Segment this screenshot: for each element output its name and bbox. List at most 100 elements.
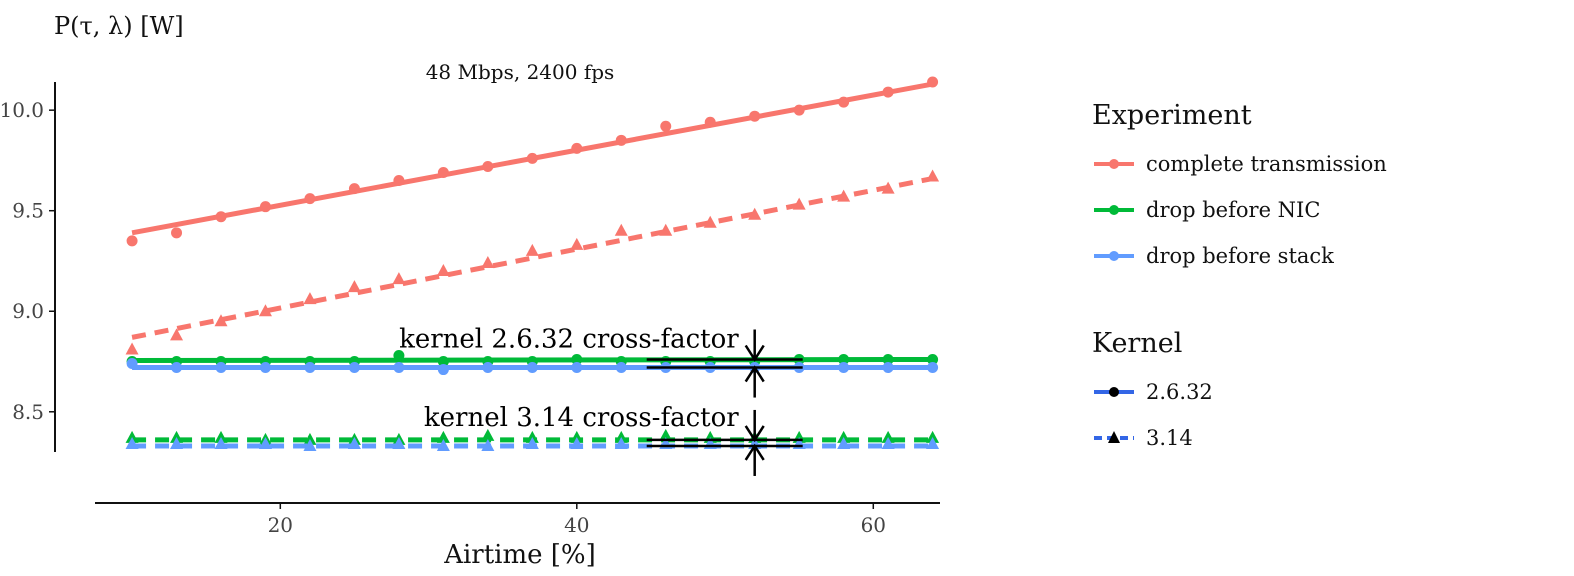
annotation-1-label: kernel 3.14 cross-factor xyxy=(424,403,739,433)
point-drop-before-stack-k2632-11 xyxy=(615,362,627,374)
point-drop-before-stack-k314-2 xyxy=(214,436,228,449)
point-drop-before-stack-k2632-10 xyxy=(571,362,583,374)
x-tick-label-1: 40 xyxy=(564,513,589,537)
kernel-legend-title: Kernel xyxy=(1092,328,1183,359)
legend-item-drop-before-stack: drop before stack xyxy=(1092,233,1387,279)
point-drop-before-stack-k2632-1 xyxy=(171,362,183,374)
point-complete-transmission-k314-3 xyxy=(258,304,272,317)
point-drop-before-nic-k314-1 xyxy=(170,430,184,443)
legend-label-kernel-314: 3.14 xyxy=(1146,426,1193,450)
point-drop-before-nic-k314-4 xyxy=(303,432,317,445)
point-complete-transmission-k2632-5 xyxy=(348,183,360,195)
y-tick-label-0: 8.5 xyxy=(12,400,44,424)
legend-key-kernel-314 xyxy=(1094,431,1134,443)
point-drop-before-stack-k314-7 xyxy=(436,438,450,451)
point-drop-before-stack-k314-0 xyxy=(125,436,139,449)
point-complete-transmission-k2632-8 xyxy=(482,160,494,172)
legend-label-drop-before-nic: drop before NIC xyxy=(1146,198,1321,222)
point-drop-before-stack-k314-1 xyxy=(170,436,184,449)
point-drop-before-nic-k314-10 xyxy=(570,430,584,443)
annotation-1-arrowhead-down xyxy=(744,425,765,443)
point-drop-before-nic-k314-16 xyxy=(837,430,851,443)
legend-item-drop-before-nic: drop before NIC xyxy=(1092,187,1387,233)
point-drop-before-stack-k314-17 xyxy=(881,436,895,449)
point-complete-transmission-k2632-10 xyxy=(571,142,583,154)
y-tick-label-1: 9.0 xyxy=(12,299,44,323)
point-drop-before-stack-k314-10 xyxy=(570,436,584,449)
point-drop-before-stack-k2632-7 xyxy=(437,364,449,376)
point-drop-before-stack-k314-11 xyxy=(614,436,628,449)
experiment-legend: Experiment complete transmission drop be… xyxy=(1092,100,1387,279)
point-complete-transmission-k314-16 xyxy=(837,189,851,202)
point-drop-before-stack-k2632-8 xyxy=(482,362,494,374)
point-drop-before-stack-k2632-3 xyxy=(259,362,271,374)
point-drop-before-stack-k2632-4 xyxy=(304,362,316,374)
point-complete-transmission-k314-9 xyxy=(525,243,539,256)
point-complete-transmission-k2632-13 xyxy=(704,116,716,128)
point-drop-before-stack-k314-5 xyxy=(347,436,361,449)
point-complete-transmission-k2632-7 xyxy=(437,166,449,178)
fit-line-complete-transmission-k314 xyxy=(131,176,934,340)
point-complete-transmission-k314-6 xyxy=(392,272,406,285)
legend-label-complete-transmission: complete transmission xyxy=(1146,152,1387,176)
point-complete-transmission-k314-7 xyxy=(436,264,450,277)
legend-item-kernel-2632: 2.6.32 xyxy=(1092,369,1213,415)
point-complete-transmission-k314-12 xyxy=(659,223,673,236)
x-tick-label-0: 20 xyxy=(268,513,293,537)
point-drop-before-nic-k314-9 xyxy=(525,430,539,443)
point-drop-before-nic-k2632-16 xyxy=(838,354,850,366)
point-drop-before-stack-k2632-9 xyxy=(526,362,538,374)
point-complete-transmission-k2632-3 xyxy=(259,201,271,213)
point-complete-transmission-k2632-0 xyxy=(126,235,138,247)
legend-item-kernel-314: 3.14 xyxy=(1092,415,1213,461)
point-complete-transmission-k314-5 xyxy=(347,280,361,293)
point-complete-transmission-k314-15 xyxy=(792,197,806,210)
point-complete-transmission-k2632-17 xyxy=(882,86,894,98)
point-drop-before-nic-k314-8 xyxy=(481,428,495,441)
annotation-0-label: kernel 2.6.32 cross-factor xyxy=(399,324,739,354)
point-complete-transmission-k314-1 xyxy=(170,328,184,341)
point-drop-before-nic-k314-2 xyxy=(214,430,228,443)
point-complete-transmission-k314-10 xyxy=(570,237,584,250)
annotation-1-arrowhead-up xyxy=(744,443,765,461)
legend-label-kernel-2632: 2.6.32 xyxy=(1146,380,1213,404)
point-drop-before-stack-k2632-17 xyxy=(882,362,894,374)
y-tick-label-3: 10.0 xyxy=(0,98,44,122)
point-complete-transmission-k2632-4 xyxy=(304,193,316,205)
point-complete-transmission-k314-14 xyxy=(748,207,762,220)
point-drop-before-stack-k2632-5 xyxy=(348,362,360,374)
point-complete-transmission-k2632-16 xyxy=(838,96,850,108)
point-drop-before-stack-k314-18 xyxy=(926,436,940,449)
point-drop-before-stack-k2632-6 xyxy=(393,362,405,374)
point-complete-transmission-k2632-12 xyxy=(660,120,672,132)
x-tick-label-2: 60 xyxy=(861,513,886,537)
point-drop-before-stack-k2632-0 xyxy=(126,358,138,370)
experiment-legend-title: Experiment xyxy=(1092,100,1252,131)
point-drop-before-stack-k2632-16 xyxy=(838,362,850,374)
point-drop-before-nic-k314-18 xyxy=(926,430,940,443)
point-complete-transmission-k314-4 xyxy=(303,292,317,305)
point-complete-transmission-k2632-14 xyxy=(749,110,761,122)
legend-key-drop-before-nic xyxy=(1094,205,1134,215)
point-complete-transmission-k2632-11 xyxy=(615,134,627,146)
point-complete-transmission-k314-0 xyxy=(125,342,139,355)
legend-label-drop-before-stack: drop before stack xyxy=(1146,244,1334,268)
legend-key-drop-before-stack xyxy=(1094,251,1134,261)
point-drop-before-stack-k314-3 xyxy=(258,436,272,449)
y-tick-label-2: 9.5 xyxy=(12,199,44,223)
point-drop-before-nic-k314-0 xyxy=(125,430,139,443)
x-axis-label: Airtime [%] xyxy=(444,540,596,570)
point-drop-before-stack-k314-8 xyxy=(481,438,495,451)
legend-key-kernel-2632 xyxy=(1094,387,1134,397)
point-drop-before-stack-k314-16 xyxy=(837,436,851,449)
kernel-legend: Kernel 2.6.32 3.14 xyxy=(1092,328,1213,461)
point-complete-transmission-k314-11 xyxy=(614,223,628,236)
point-drop-before-stack-k2632-2 xyxy=(215,362,227,374)
y-axis-label: P(τ, λ) [W] xyxy=(54,12,184,40)
point-complete-transmission-k2632-9 xyxy=(526,152,538,164)
point-complete-transmission-k2632-15 xyxy=(793,104,805,116)
legend-item-complete-transmission: complete transmission xyxy=(1092,141,1387,187)
point-complete-transmission-k314-8 xyxy=(481,255,495,268)
annotation-0-arrowhead-up xyxy=(744,365,765,383)
